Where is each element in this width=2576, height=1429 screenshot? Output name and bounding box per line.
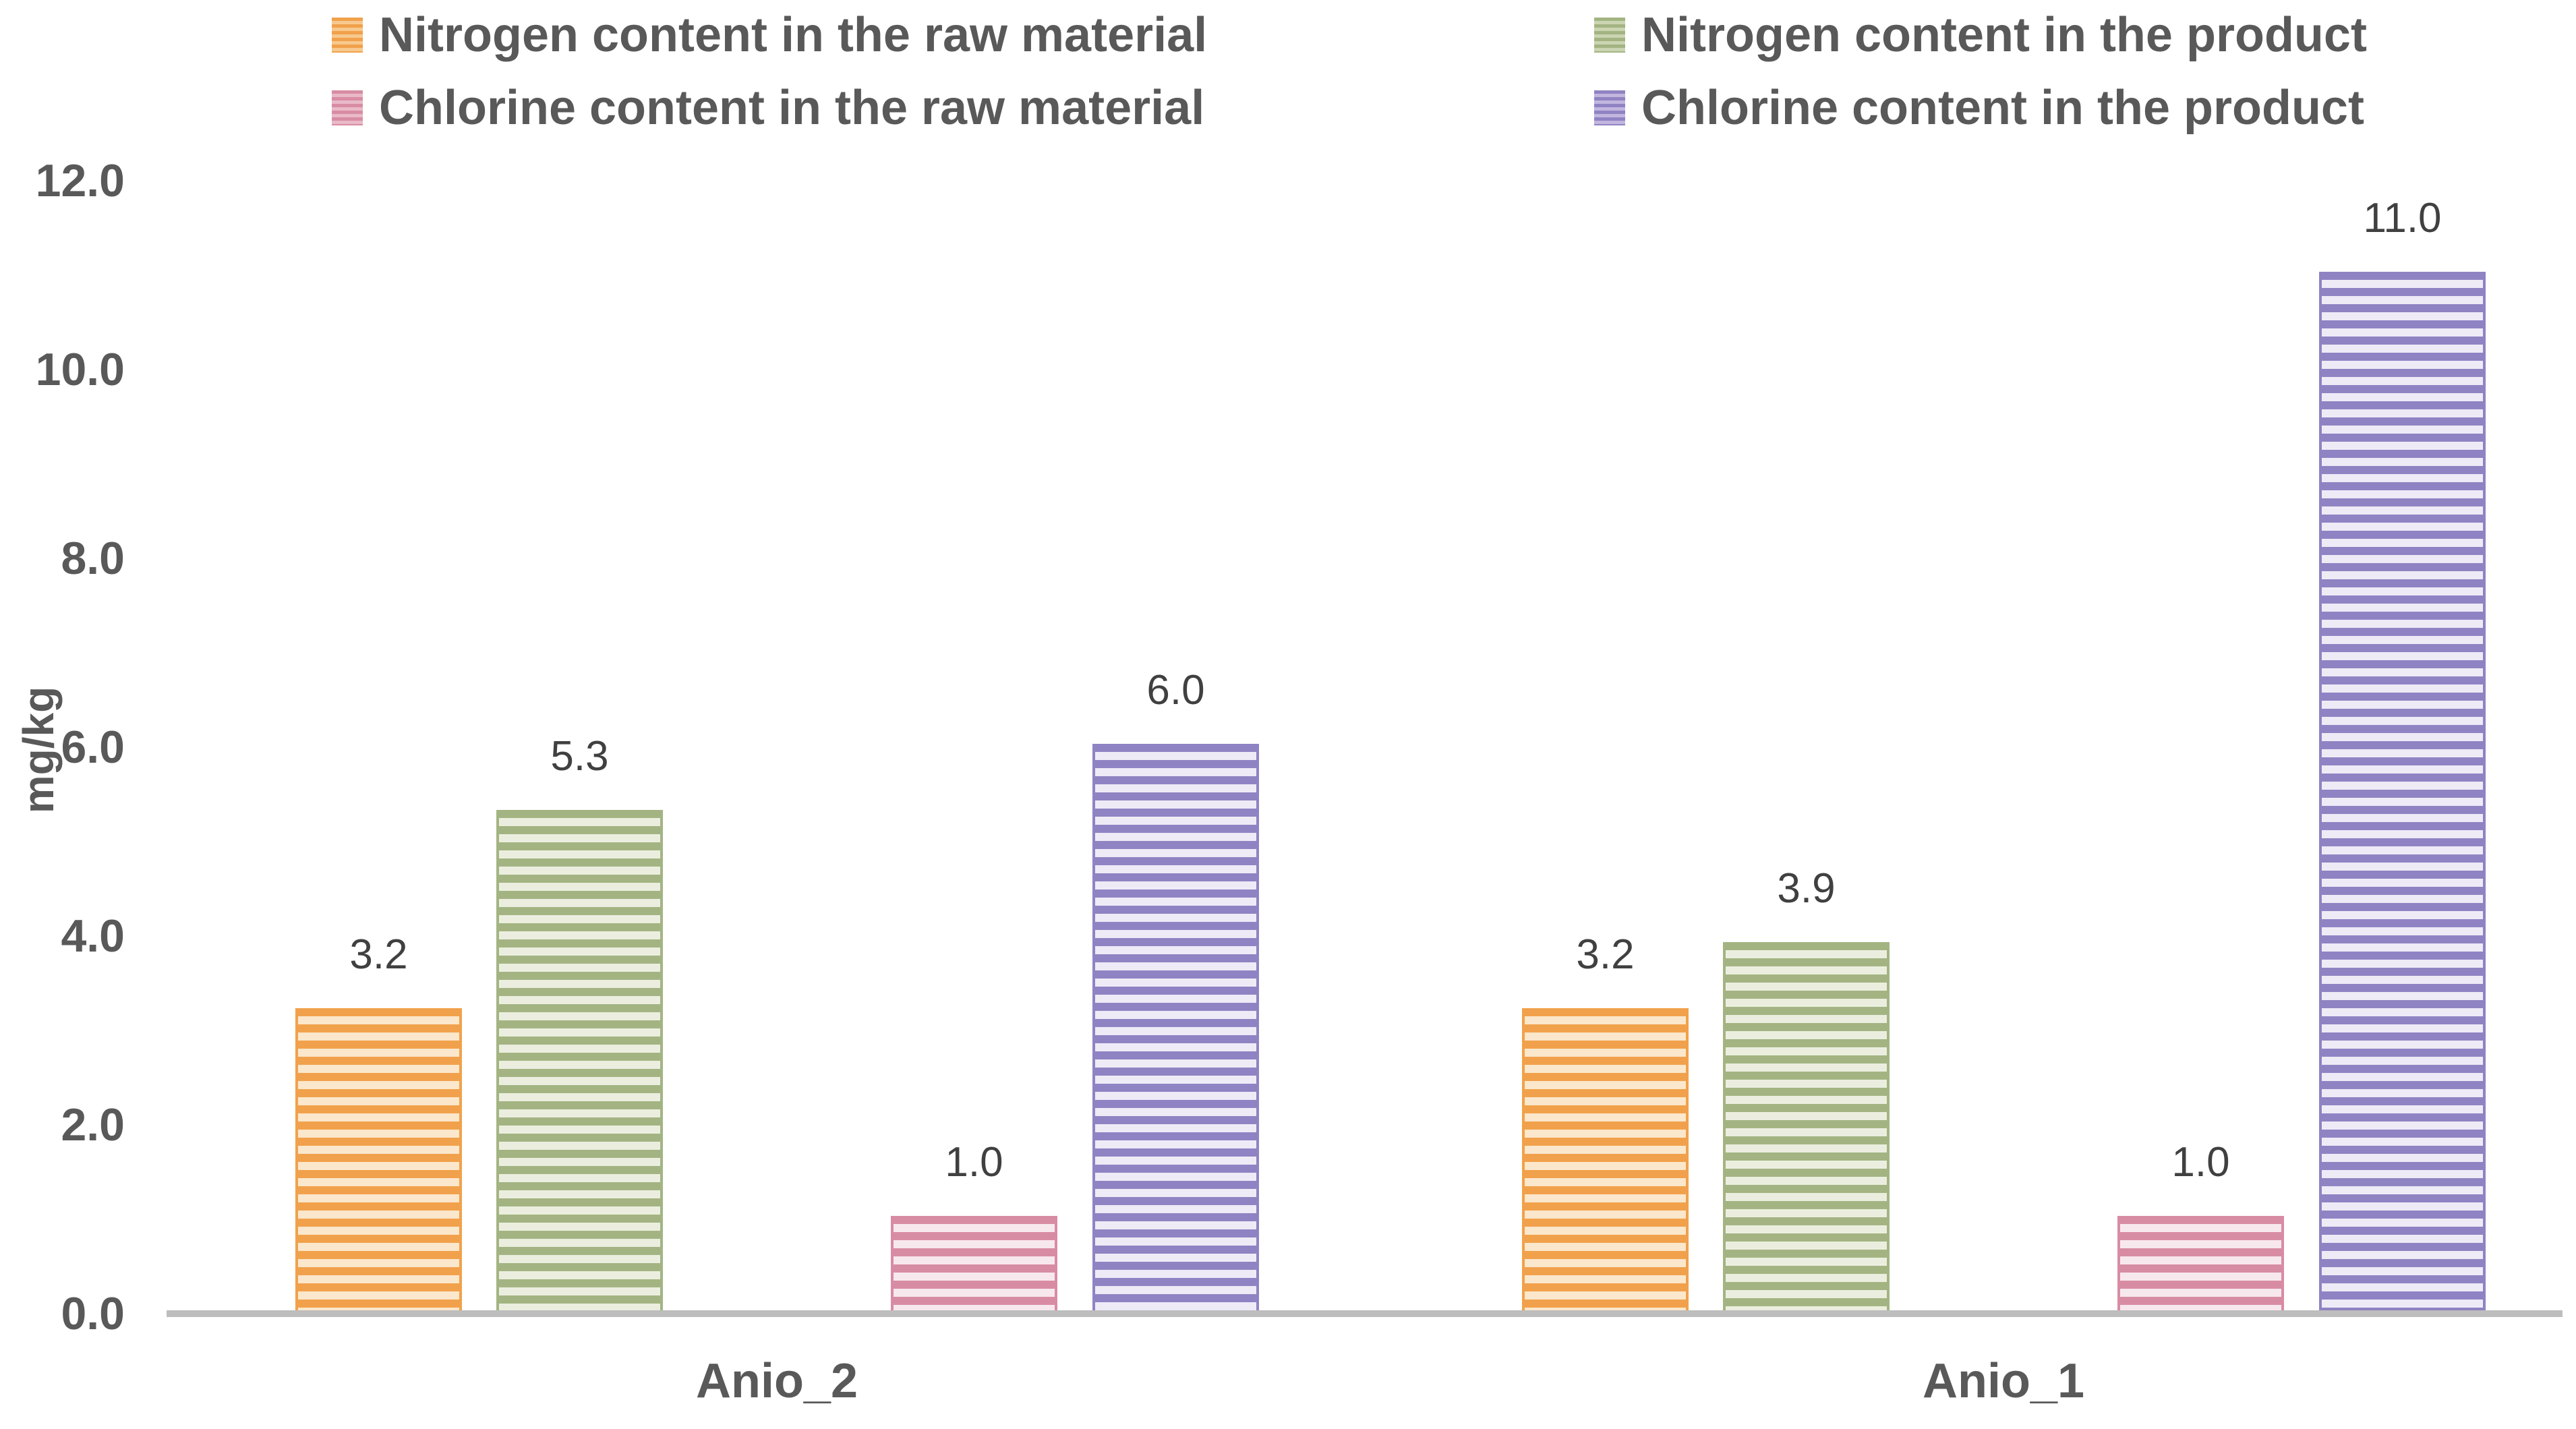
bar-data-label: 1.0 (945, 1139, 1003, 1186)
legend-item-nitrogen-product: Nitrogen content in the product (1594, 4, 2367, 66)
legend-label-nitrogen-raw: Nitrogen content in the raw material (379, 8, 1208, 62)
x-category-label-anio2: Anio_2 (695, 1354, 858, 1408)
bar-series3-cat1 (2319, 272, 2486, 1310)
legend-marker-chlorine-raw-icon (332, 90, 363, 125)
y-tick-label: 0.0 (61, 1288, 125, 1339)
bar-data-label: 1.0 (2171, 1139, 2230, 1186)
bar-series2-cat1 (2117, 1216, 2284, 1310)
legend-marker-nitrogen-raw-icon (332, 18, 363, 53)
legend-item-chlorine-product: Chlorine content in the product (1594, 77, 2364, 139)
legend-label-chlorine-product: Chlorine content in the product (1641, 81, 2364, 135)
bar-series0-cat1 (1522, 1008, 1689, 1310)
y-tick-label: 6.0 (61, 722, 125, 773)
y-tick-label: 4.0 (61, 910, 125, 962)
bar-data-label: 5.3 (550, 733, 609, 780)
bar-series2-cat0 (891, 1216, 1057, 1310)
bar-data-label: 3.2 (1576, 931, 1635, 978)
bar-data-label: 3.2 (349, 931, 408, 978)
y-tick-label: 10.0 (35, 344, 125, 395)
bar-data-label: 11.0 (2363, 195, 2442, 241)
legend-label-chlorine-raw: Chlorine content in the raw material (379, 81, 1205, 135)
y-tick-label: 8.0 (61, 533, 125, 584)
bar-data-label: 3.9 (1777, 865, 1836, 912)
y-tick-label: 12.0 (35, 155, 125, 206)
x-axis-line (167, 1310, 2563, 1317)
bar-data-label: 6.0 (1146, 667, 1205, 713)
bar-series0-cat0 (295, 1008, 462, 1310)
bar-series1-cat1 (1723, 942, 1890, 1310)
bar-series3-cat0 (1092, 744, 1259, 1310)
legend-label-nitrogen-product: Nitrogen content in the product (1641, 8, 2367, 62)
x-category-label-anio1: Anio_1 (1922, 1354, 2085, 1408)
legend-marker-chlorine-product-icon (1594, 90, 1625, 125)
legend-marker-nitrogen-product-icon (1594, 18, 1625, 53)
legend-item-nitrogen-raw: Nitrogen content in the raw material (332, 4, 1207, 66)
y-tick-label: 2.0 (61, 1099, 125, 1150)
bar-series1-cat0 (496, 810, 663, 1310)
legend-item-chlorine-raw: Chlorine content in the raw material (332, 77, 1204, 139)
